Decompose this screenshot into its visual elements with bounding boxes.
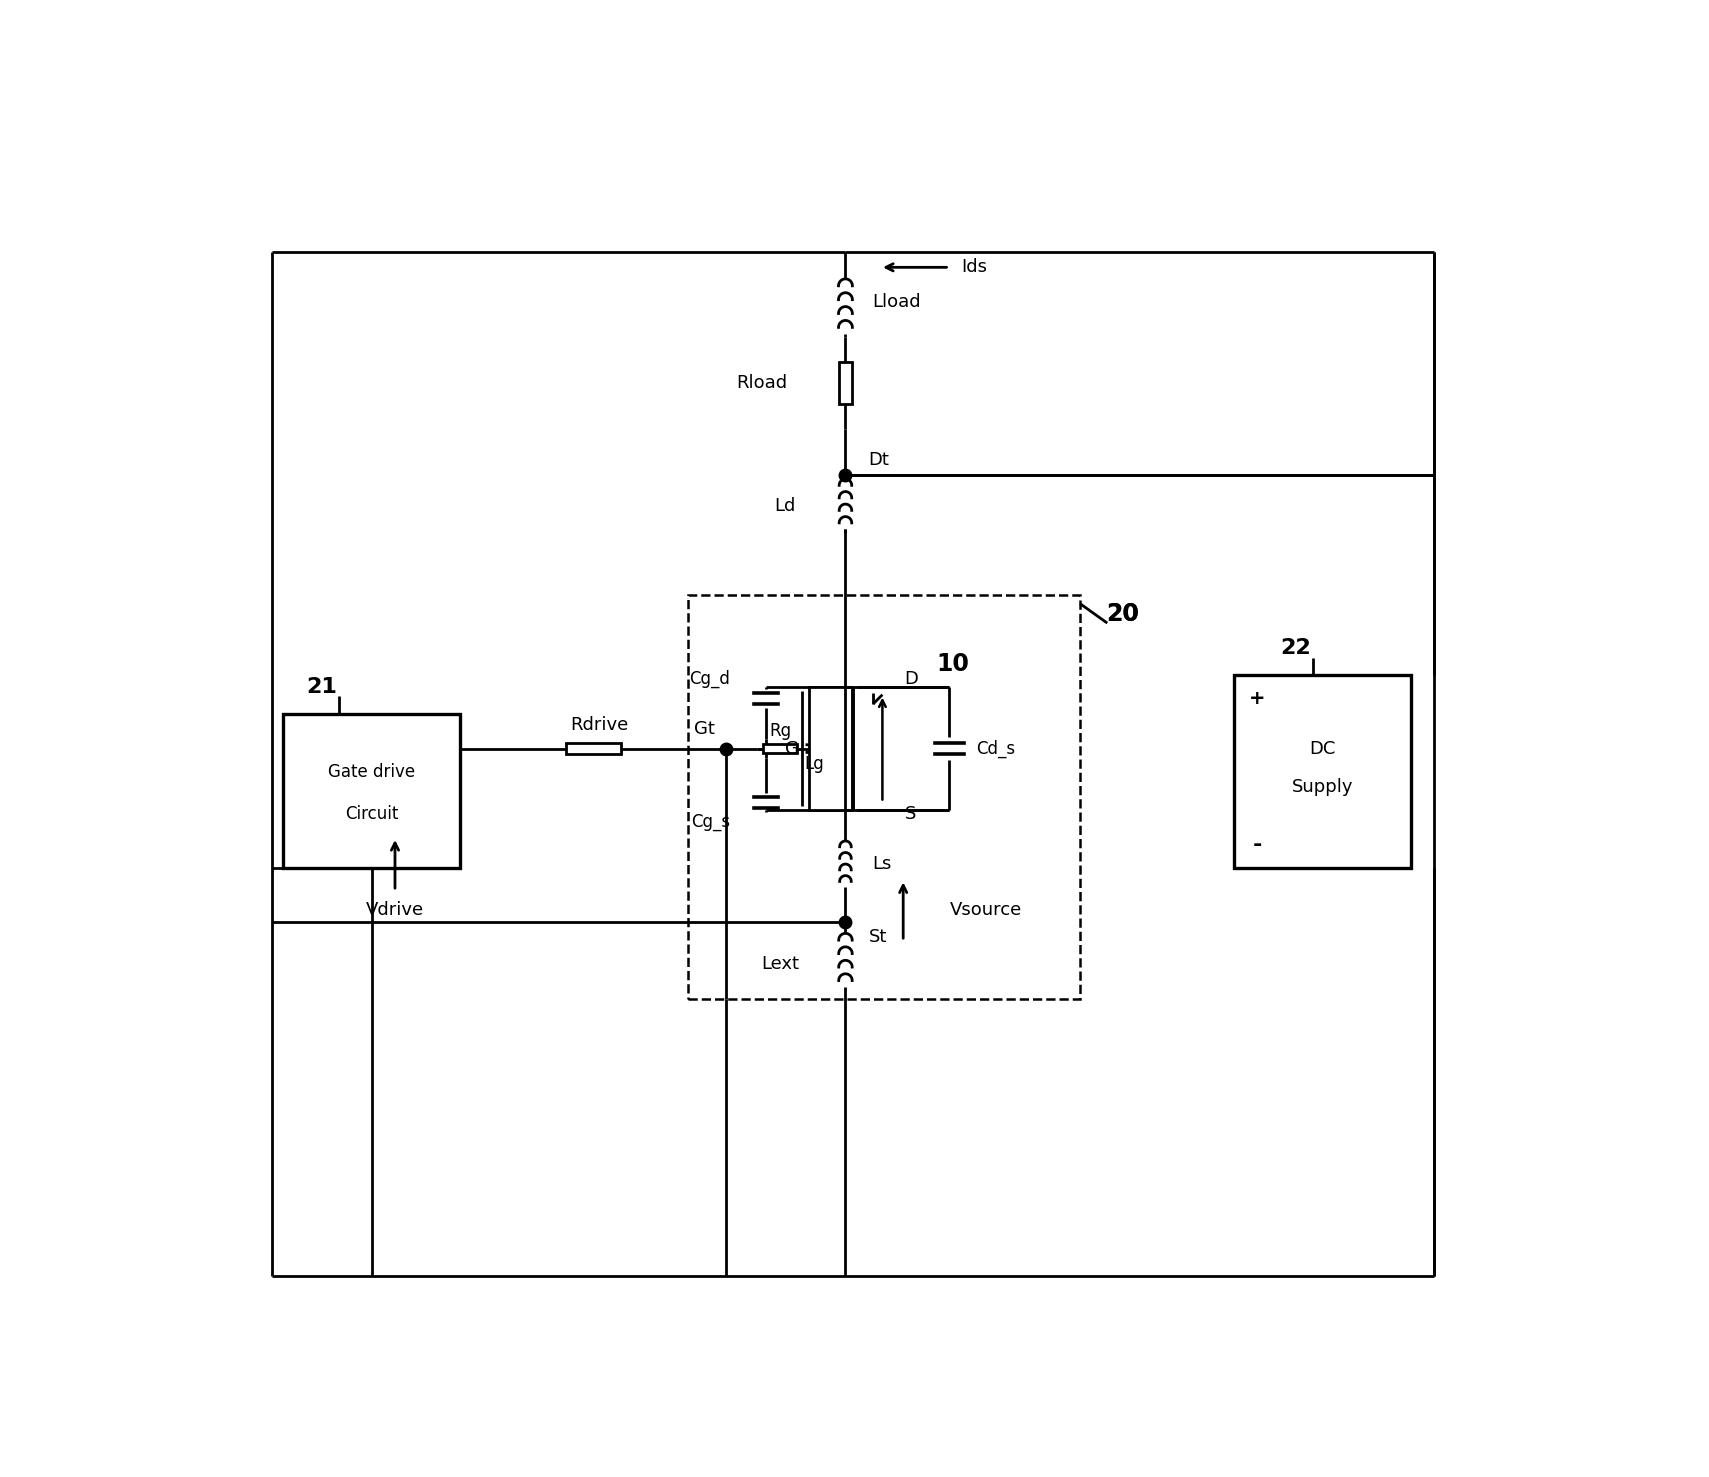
Text: Supply: Supply: [1292, 778, 1354, 796]
Text: 21: 21: [306, 676, 337, 697]
Bar: [762, 744, 798, 753]
Text: Rg: Rg: [769, 722, 791, 740]
Text: Lg: Lg: [805, 755, 824, 772]
Bar: [566, 743, 620, 753]
Text: DC: DC: [1309, 740, 1336, 758]
Text: Vdrive: Vdrive: [366, 901, 424, 919]
Text: G: G: [784, 740, 798, 758]
Text: Lext: Lext: [761, 956, 800, 973]
Text: Cd_s: Cd_s: [976, 740, 1015, 758]
Text: St: St: [868, 928, 887, 947]
Text: +: +: [1249, 690, 1266, 707]
Text: 22: 22: [1280, 638, 1311, 659]
Text: Cg_s: Cg_s: [690, 812, 730, 830]
Bar: [839, 362, 853, 405]
Text: Lload: Lload: [872, 292, 921, 312]
Bar: [810, 687, 846, 811]
Text: 10: 10: [937, 651, 969, 676]
Text: Gt: Gt: [694, 721, 714, 738]
Text: Vsource: Vsource: [950, 901, 1022, 919]
Text: D: D: [904, 671, 918, 688]
Bar: [1234, 675, 1412, 868]
Text: Rload: Rload: [737, 374, 788, 391]
Text: 20: 20: [1106, 601, 1140, 626]
Text: Rdrive: Rdrive: [569, 716, 629, 734]
Bar: [687, 595, 1080, 998]
Text: Ids: Ids: [960, 258, 986, 276]
Text: Gate drive: Gate drive: [328, 764, 415, 781]
Text: Ls: Ls: [872, 855, 892, 873]
Text: Dt: Dt: [868, 450, 889, 468]
Bar: [284, 713, 460, 868]
Text: Ld: Ld: [774, 498, 795, 515]
Text: Circuit: Circuit: [345, 805, 398, 823]
Text: -: -: [1253, 835, 1261, 855]
Text: S: S: [906, 805, 916, 823]
Text: 20: 20: [1106, 601, 1140, 626]
Text: Cg_d: Cg_d: [689, 671, 730, 688]
